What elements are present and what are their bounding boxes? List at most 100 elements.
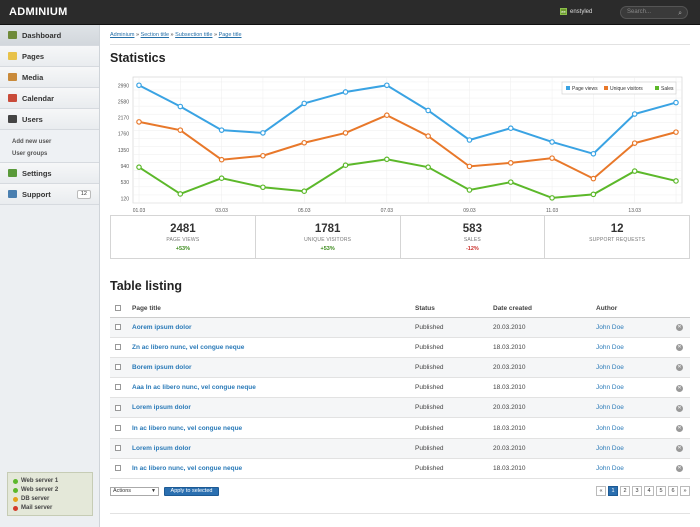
delete-icon[interactable]: ✕ — [676, 425, 683, 433]
row-author-cell: John Doe — [596, 357, 676, 379]
pagination-page-button[interactable]: 2 — [620, 486, 630, 496]
sidebar: Dashboard Pages Media Calendar Users Add… — [0, 25, 100, 527]
x-tick-label: 03.03 — [215, 208, 228, 214]
author-link[interactable]: John Doe — [596, 424, 624, 432]
page-title-link[interactable]: Lorem ipsum dolor — [132, 444, 191, 452]
sidebar-item-pages[interactable]: Pages — [0, 46, 99, 67]
table-row: Aorem ipsum dolor Published 20.03.2010 John… — [110, 317, 690, 338]
col-date-created[interactable]: Date created — [493, 300, 596, 318]
username[interactable]: enstyled — [570, 8, 593, 15]
author-link[interactable]: John Doe — [596, 384, 624, 392]
pagination-page-button[interactable]: 3 — [632, 486, 642, 496]
delete-icon[interactable]: ✕ — [676, 344, 683, 352]
app-logo[interactable]: ADMINIUM — [9, 6, 68, 18]
data-point — [673, 178, 679, 184]
author-link[interactable]: John Doe — [596, 404, 624, 412]
pagination-page-button[interactable]: 5 — [656, 486, 666, 496]
breadcrumb-link[interactable]: Subsection title — [175, 32, 213, 38]
row-checkbox[interactable] — [115, 404, 121, 411]
row-select-cell — [110, 417, 132, 439]
pagination-next-button[interactable]: » — [680, 486, 690, 496]
select-all-checkbox[interactable] — [115, 305, 121, 312]
pagination-prev-button[interactable]: « — [596, 486, 606, 496]
col-page-title[interactable]: Page title — [132, 300, 415, 318]
sidebar-item-dashboard[interactable]: Dashboard — [0, 25, 99, 46]
row-checkbox[interactable] — [115, 465, 121, 472]
delete-icon[interactable]: ✕ — [676, 364, 683, 372]
divider — [110, 513, 690, 514]
bulk-actions-select[interactable]: Actions ▼ — [110, 487, 159, 496]
author-link[interactable]: John Doe — [596, 464, 624, 472]
stat-value: 1781 — [314, 223, 341, 235]
author-link[interactable]: John Doe — [596, 363, 624, 371]
select-all-cell — [110, 300, 132, 318]
data-point — [342, 130, 349, 136]
pagination-page-button[interactable]: 1 — [608, 486, 618, 496]
sidebar-item-label: Dashboard — [22, 30, 62, 40]
pagination-page-button[interactable]: 6 — [668, 486, 678, 496]
stat-change: +53% — [175, 246, 190, 252]
listing-table: Page title Status Date created Author Ao… — [110, 300, 690, 480]
row-title-cell: Aorem ipsum dolor — [132, 317, 415, 338]
breadcrumb-link[interactable]: Adminium — [110, 32, 135, 38]
sidebar-item-users[interactable]: Users — [0, 109, 99, 130]
delete-icon[interactable]: ✕ — [676, 465, 683, 473]
row-title-cell: Aaa In ac libero nunc, vel congue neque — [132, 377, 415, 399]
breadcrumb-link[interactable]: Page title — [218, 32, 242, 38]
page-title-link[interactable]: Aaa In ac libero nunc, vel congue neque — [132, 384, 256, 392]
author-link[interactable]: John Doe — [596, 323, 624, 331]
pagination-page-button[interactable]: 4 — [644, 486, 654, 496]
search-input[interactable]: Search... ⌕ — [620, 6, 688, 19]
delete-icon[interactable]: ✕ — [676, 404, 683, 412]
row-checkbox[interactable] — [115, 445, 121, 451]
row-select-cell — [110, 357, 132, 379]
sidebar-item-settings[interactable]: Settings — [0, 163, 99, 184]
author-link[interactable]: John Doe — [596, 444, 624, 452]
data-point — [507, 125, 514, 131]
user-menu[interactable]: ee enstyled — [560, 8, 592, 15]
page-title-link[interactable]: Zn ac libero nunc, vel congue neque — [132, 343, 245, 351]
search-icon[interactable]: ⌕ — [678, 10, 682, 17]
sidebar-item-media[interactable]: Media — [0, 67, 99, 88]
row-checkbox[interactable] — [115, 323, 121, 330]
row-date: 20.03.2010 — [493, 438, 596, 459]
y-tick-label: 940 — [121, 164, 130, 170]
top-bar: ADMINIUM ee enstyled Search... ⌕ — [0, 0, 700, 25]
media-icon — [8, 73, 17, 81]
page-title-link[interactable]: Lorem ipsum dolor — [132, 404, 191, 412]
sidebar-item-support[interactable]: Support 12 — [0, 184, 99, 205]
author-link[interactable]: John Doe — [596, 343, 624, 351]
row-checkbox[interactable] — [115, 424, 121, 431]
apply-to-selected-button[interactable]: Apply to selected — [164, 487, 219, 496]
delete-icon[interactable]: ✕ — [676, 384, 683, 392]
data-point — [631, 111, 638, 117]
col-author[interactable]: Author — [596, 300, 676, 318]
row-status: Published — [415, 458, 493, 480]
page-title-link[interactable]: Borem ipsum dolor — [132, 363, 192, 371]
row-select-cell — [110, 317, 132, 338]
data-point — [136, 119, 142, 125]
subnav-user-groups[interactable]: User groups — [12, 151, 48, 157]
row-status: Published — [415, 397, 493, 419]
delete-icon[interactable]: ✕ — [676, 324, 683, 332]
delete-icon[interactable]: ✕ — [676, 445, 683, 453]
breadcrumb-link[interactable]: Section title — [140, 32, 170, 38]
row-checkbox[interactable] — [115, 344, 121, 351]
chevron-down-icon: ▼ — [151, 488, 156, 494]
row-checkbox[interactable] — [115, 364, 121, 371]
series-line — [138, 84, 677, 155]
page-title-link[interactable]: In ac libero nunc, vel congue neque — [132, 464, 243, 472]
subnav-add-user[interactable]: Add new user — [12, 139, 52, 145]
row-delete-cell: ✕ — [676, 417, 690, 439]
stats-summary: 2481 PAGE VIEWS +53% 1781 UNIQUE VISITOR… — [110, 215, 690, 259]
sidebar-item-calendar[interactable]: Calendar — [0, 88, 99, 109]
server-label: Web server 1 — [21, 478, 59, 484]
data-point — [631, 168, 638, 174]
page-title-link[interactable]: In ac libero nunc, vel congue neque — [132, 424, 243, 432]
row-checkbox[interactable] — [115, 384, 121, 391]
table-row: In ac libero nunc, vel congue neque Publi… — [110, 458, 690, 480]
statistics-chart: 120 530 940 1350 1760 2170 2580 2990 01.03 03.03 0… — [118, 76, 683, 214]
page-title-link[interactable]: Aorem ipsum dolor — [132, 323, 192, 331]
col-status[interactable]: Status — [415, 300, 493, 318]
row-select-cell — [110, 438, 132, 459]
